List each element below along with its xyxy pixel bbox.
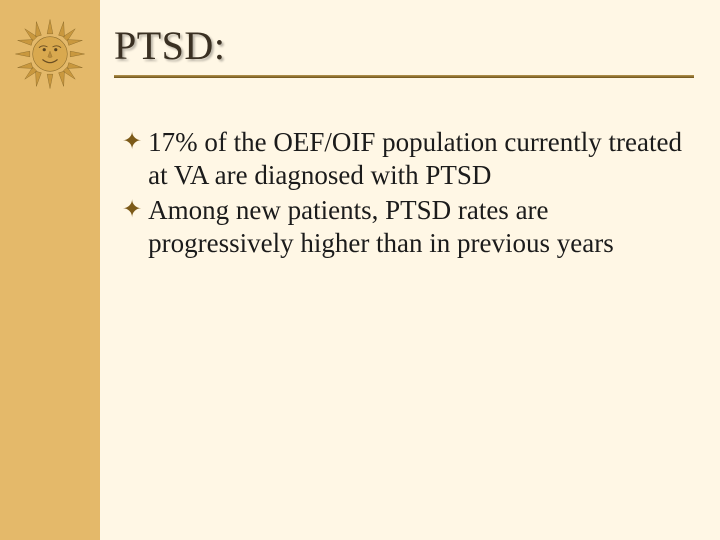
bullet-glyph-icon: ✦ [122, 194, 142, 226]
slide-title: PTSD: [114, 22, 694, 69]
bullet-text: Among new patients, PTSD rates are progr… [148, 194, 694, 260]
list-item: ✦ 17% of the OEF/OIF population currentl… [122, 126, 694, 192]
title-underline [114, 75, 694, 78]
sun-icon [14, 18, 86, 90]
list-item: ✦ Among new patients, PTSD rates are pro… [122, 194, 694, 260]
bullet-glyph-icon: ✦ [122, 126, 142, 158]
sidebar-accent-strip [0, 0, 100, 540]
bullet-list: ✦ 17% of the OEF/OIF population currentl… [114, 126, 694, 260]
bullet-text: 17% of the OEF/OIF population currently … [148, 126, 694, 192]
slide-body: PTSD: ✦ 17% of the OEF/OIF population cu… [100, 0, 720, 540]
